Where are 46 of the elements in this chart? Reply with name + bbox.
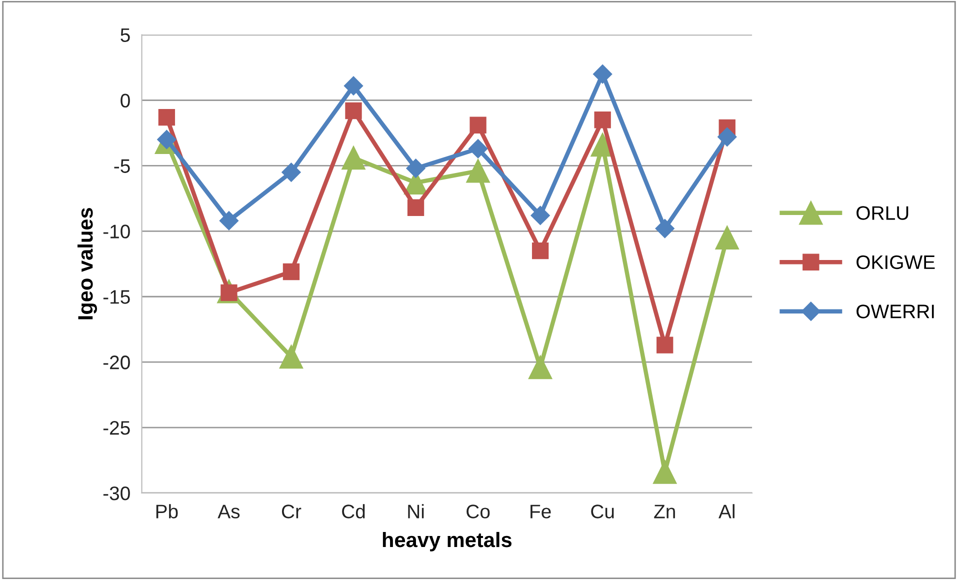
y-tick-label: -5 (114, 159, 130, 173)
point (528, 356, 552, 380)
x-tick-label: Pb (156, 504, 178, 518)
x-tick-label: Co (466, 504, 490, 518)
point (279, 345, 304, 369)
point (532, 242, 549, 260)
y-tick-label: -20 (103, 356, 130, 370)
x-tick-label: Fe (530, 504, 551, 518)
y-tick-label: -15 (103, 290, 130, 304)
x-tick-label: Cu (591, 504, 614, 518)
point (342, 146, 366, 170)
y-tick-label: 5 (120, 28, 130, 42)
point (715, 226, 739, 250)
point (530, 206, 550, 225)
point (594, 112, 611, 128)
point (593, 64, 612, 84)
point (718, 127, 737, 146)
x-tick-label: Cd (342, 504, 365, 518)
y-tick-label: -30 (103, 486, 130, 500)
point (219, 211, 238, 230)
x-tick-label: Cr (282, 504, 302, 518)
legend-label: OKIGWE (856, 255, 935, 270)
point (282, 263, 300, 280)
point (653, 460, 677, 484)
point (656, 336, 674, 354)
point (466, 159, 490, 183)
x-tick-label: As (218, 504, 240, 518)
y-tick-label: -25 (103, 421, 130, 435)
point (468, 139, 488, 158)
point (344, 76, 364, 96)
y-axis-title: Igeo values (78, 208, 98, 320)
legend-label: ORLU (856, 206, 908, 220)
legend-label: OWERRI (856, 304, 934, 318)
y-tick-label: -10 (103, 224, 130, 238)
point (345, 102, 362, 120)
y-tick-label: 0 (120, 94, 130, 108)
point (406, 158, 426, 178)
point (158, 108, 176, 126)
x-tick-label: Zn (654, 504, 675, 518)
point (407, 199, 424, 216)
x-tick-label: Al (718, 504, 734, 518)
point (470, 116, 486, 134)
point (655, 219, 674, 238)
x-axis-title: heavy metals (382, 532, 512, 552)
point (282, 162, 301, 182)
x-tick-label: Ni (408, 504, 424, 518)
